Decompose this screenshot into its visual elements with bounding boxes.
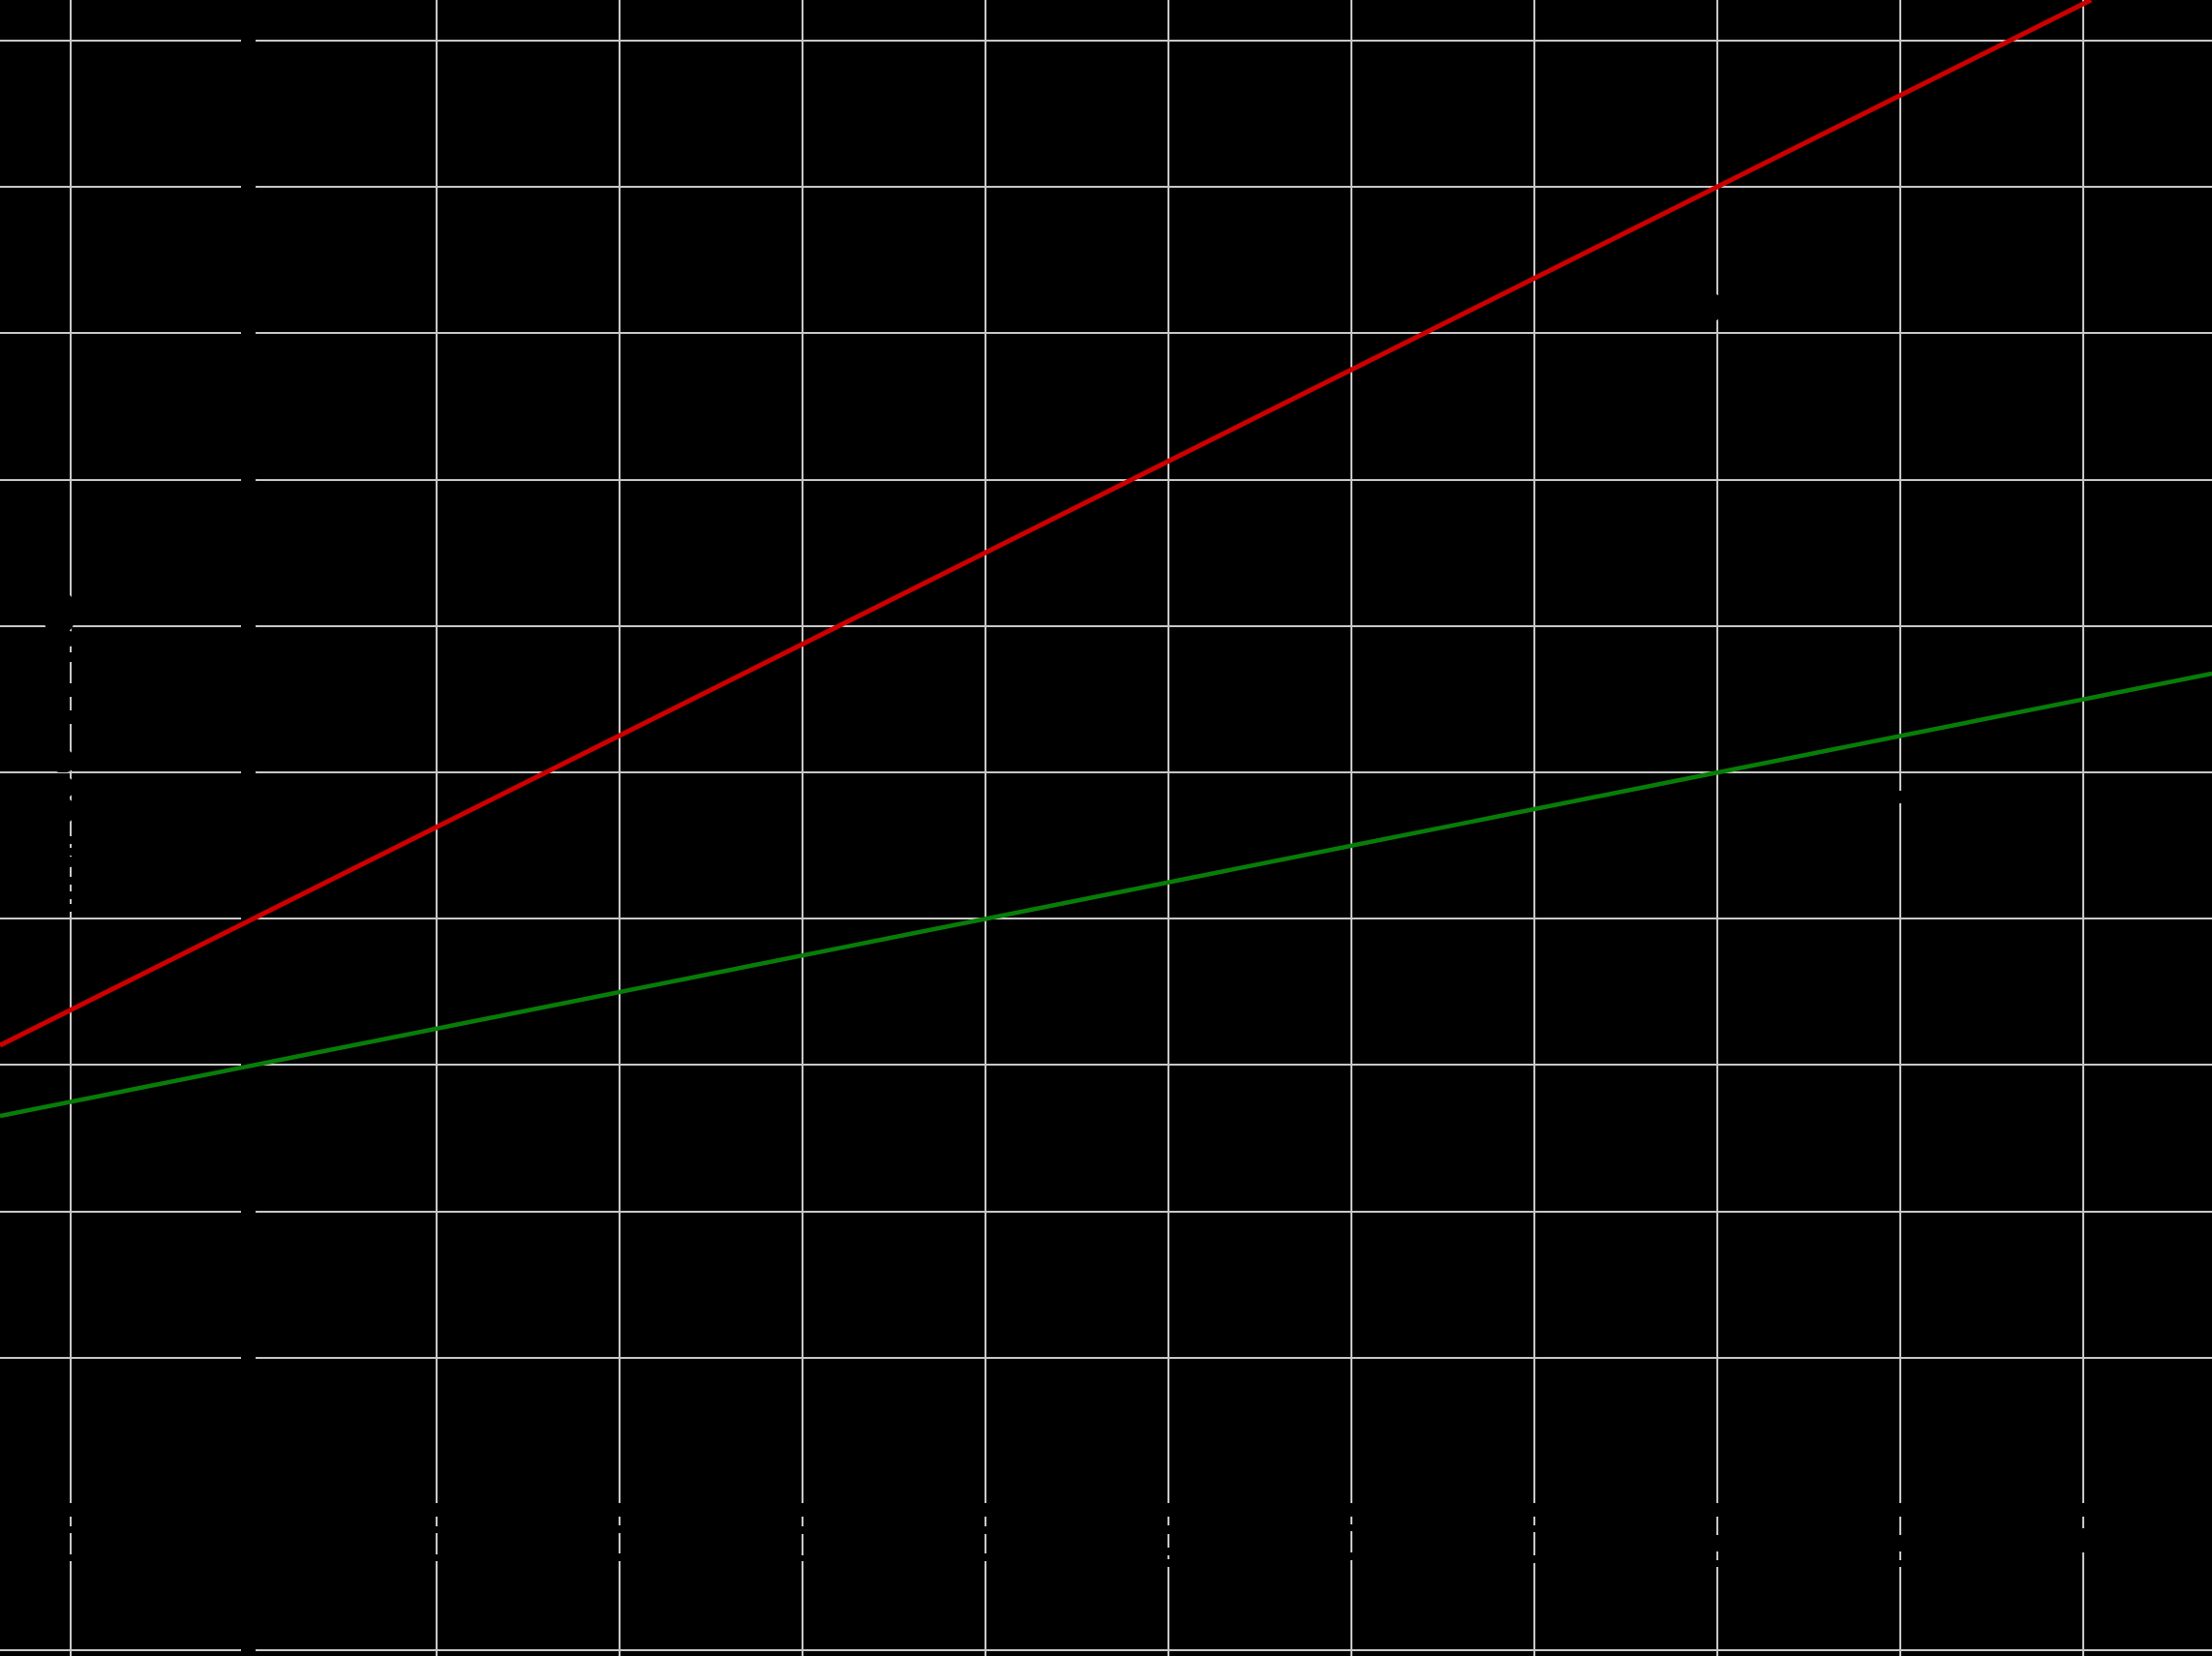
gridline-horizontal — [0, 771, 2212, 773]
gridline-horizontal — [0, 1357, 2212, 1359]
y-axis-title-fragment — [63, 710, 74, 724]
y-axis-title-fragment — [45, 593, 74, 632]
x-axis-tick-label-fragment — [799, 1555, 806, 1561]
y-axis-tick — [241, 1648, 254, 1652]
x-axis-tick-label-fragment — [1348, 1524, 1355, 1531]
x-axis-tick-label-fragment — [67, 1526, 75, 1533]
x-axis-tick-label-fragment — [1165, 1525, 1172, 1534]
gridline-horizontal — [0, 1211, 2212, 1213]
red-function-line — [0, 0, 2093, 1048]
x-axis-tick-label-fragment — [1895, 1535, 1905, 1551]
gridline-horizontal — [0, 625, 2212, 627]
x-axis-tick-label-fragment — [1712, 1560, 1722, 1567]
x-axis-tick-label-fragment — [1530, 1525, 1537, 1532]
gridline-horizontal — [0, 332, 2212, 334]
y-axis-title-fragment — [52, 798, 74, 823]
x-axis-tick — [618, 1504, 621, 1517]
y-axis-tick — [241, 1356, 254, 1360]
red-line-label-fragment — [1700, 293, 1721, 321]
green-function-line — [0, 671, 2212, 1119]
x-axis-tick-label-fragment — [1165, 1559, 1172, 1567]
y-axis-title-fragment — [52, 750, 74, 772]
x-axis-tick-label-fragment — [1895, 1560, 1905, 1567]
x-axis-tick — [435, 1504, 439, 1517]
y-axis-title-fragment — [50, 777, 74, 798]
y-axis-title-fragment — [63, 904, 74, 912]
y-axis-tick — [241, 624, 254, 628]
x-axis-tick-label-fragment — [2077, 1528, 2089, 1552]
gridline-vertical — [985, 0, 986, 1656]
y-axis-tick — [241, 478, 254, 482]
x-axis-tick-label-fragment — [799, 1526, 806, 1534]
x-axis-tick-label-fragment — [616, 1553, 623, 1561]
gridline-vertical — [1899, 0, 1901, 1656]
gridline-vertical — [1167, 0, 1169, 1656]
gridline-horizontal — [0, 40, 2212, 42]
y-axis-title-fragment — [63, 652, 74, 662]
x-axis-tick-label-fragment — [1712, 1535, 1722, 1551]
y-axis-title-fragment — [63, 848, 74, 856]
x-axis-tick-label-fragment — [1530, 1555, 1537, 1563]
x-axis-tick — [69, 1504, 73, 1517]
x-axis-tick — [984, 1504, 987, 1517]
gridline-vertical — [70, 0, 72, 1656]
gridline-horizontal — [0, 479, 2212, 481]
y-axis-tick — [241, 917, 254, 920]
gridline-vertical — [802, 0, 803, 1656]
y-axis-title-fragment — [60, 631, 74, 647]
x-axis-tick-label-fragment — [433, 1526, 440, 1533]
x-axis-tick — [1715, 1504, 1719, 1517]
y-axis-tick — [241, 1210, 254, 1214]
gridline-vertical — [1350, 0, 1352, 1656]
x-axis-tick-label-fragment — [67, 1554, 75, 1561]
x-axis-tick-label-fragment — [982, 1553, 989, 1561]
y-axis-tick — [241, 331, 254, 335]
x-axis-tick — [801, 1504, 804, 1517]
x-axis-tick-label-fragment — [433, 1554, 440, 1561]
y-axis-title-fragment — [63, 891, 74, 899]
green-line-label-fragment — [1889, 791, 1909, 803]
gridline-horizontal — [0, 1649, 2212, 1651]
x-axis-line — [0, 1502, 2212, 1506]
x-axis-tick — [2081, 1504, 2085, 1517]
gridline-vertical — [619, 0, 621, 1656]
gridline-horizontal — [0, 1064, 2212, 1066]
gridline-vertical — [1716, 0, 1718, 1656]
gridline-horizontal — [0, 918, 2212, 919]
x-axis-tick — [1167, 1504, 1170, 1517]
y-axis-tick — [241, 39, 254, 43]
y-axis-tick — [241, 770, 254, 774]
gridline-vertical — [1533, 0, 1535, 1656]
x-axis-tick-label-fragment — [616, 1525, 623, 1533]
x-axis-tick-label-fragment — [1348, 1552, 1355, 1560]
y-axis-title-fragment — [63, 877, 74, 885]
y-axis-title-fragment — [63, 836, 74, 844]
gridline-vertical — [2082, 0, 2084, 1656]
x-axis-tick-label-fragment — [982, 1526, 989, 1534]
x-axis-tick — [1532, 1504, 1536, 1517]
y-axis-title-fragment — [63, 683, 74, 697]
y-axis-tick — [241, 185, 254, 189]
x-axis-tick-label-fragment — [1165, 1548, 1172, 1555]
x-axis-tick — [1898, 1504, 1902, 1517]
y-axis-title-fragment — [54, 857, 74, 867]
gridline-horizontal — [0, 186, 2212, 188]
y-axis-line — [252, 0, 256, 1656]
x-axis-tick — [1349, 1504, 1353, 1517]
